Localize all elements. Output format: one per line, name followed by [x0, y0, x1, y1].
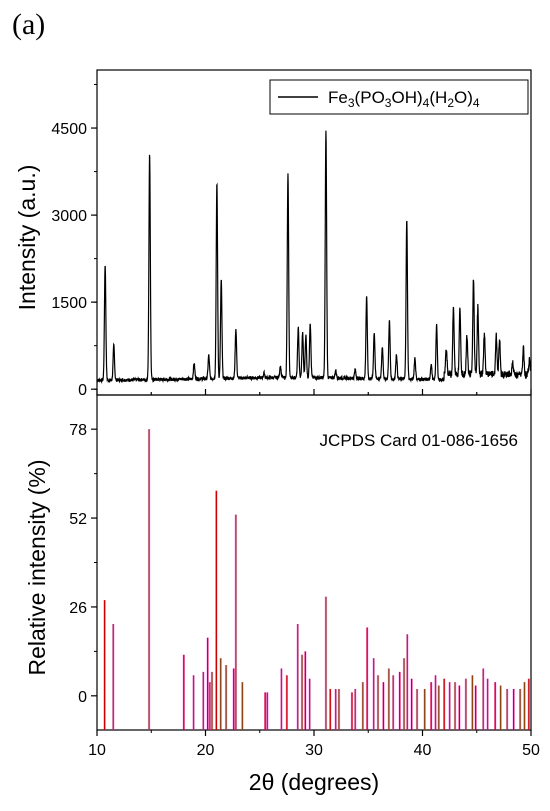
- legend-entry-char: 2: [447, 96, 454, 110]
- bottom-ytick-label: 52: [69, 511, 87, 528]
- legend-entry-char: e: [338, 88, 347, 107]
- bottom-ylabel: Relative intensity (%): [24, 459, 50, 675]
- legend-entry-char: O: [454, 88, 467, 107]
- legend-entry-char: (: [355, 88, 361, 107]
- bottom-panel: 0 26 52 78 10 20 30 40 50 JCPDS Card 01-086-1656 R…: [24, 394, 540, 795]
- legend-entry-char: (: [429, 88, 435, 107]
- top-ytick-label: 1500: [51, 295, 87, 312]
- legend-entry-label: Fe3(PO3OH)4(H2O)4: [328, 88, 480, 110]
- legend-entry-char: 3: [385, 96, 392, 110]
- top-ytick-label: 4500: [51, 121, 87, 138]
- bottom-ytick-label: 26: [69, 600, 87, 617]
- legend-entry-char: O: [391, 88, 404, 107]
- bottom-xtick-label: 10: [88, 742, 106, 759]
- legend-entry-char: 3: [348, 96, 355, 110]
- bottom-xtick-label: 40: [414, 742, 432, 759]
- legend-entry-char: H: [405, 88, 417, 107]
- legend-entry-char: H: [435, 88, 447, 107]
- jcpds-card-annotation: JCPDS Card 01-086-1656: [320, 431, 518, 450]
- bottom-ytick-label: 0: [78, 689, 87, 706]
- legend-entry-char: ): [417, 88, 423, 107]
- legend-entry-char: ): [467, 88, 473, 107]
- top-ylabel: Intensity (a.u.): [14, 165, 40, 311]
- bottom-xtick-label: 30: [305, 742, 323, 759]
- top-ytick-label: 0: [78, 382, 87, 399]
- legend-entry-char: 4: [423, 96, 430, 110]
- bottom-xtick-label: 50: [522, 742, 540, 759]
- legend-entry-char: 4: [473, 96, 480, 110]
- xlabel: 2θ (degrees): [249, 769, 379, 795]
- bottom-xtick-label: 20: [197, 742, 215, 759]
- legend-entry-char: F: [328, 88, 338, 107]
- bottom-ytick-label: 78: [69, 422, 87, 439]
- top-ytick-label: 3000: [51, 208, 87, 225]
- pattern-series-line: [96, 130, 532, 384]
- legend-entry-char: P: [360, 88, 371, 107]
- legend-entry-char: O: [372, 88, 385, 107]
- panel-label: (a): [12, 8, 46, 41]
